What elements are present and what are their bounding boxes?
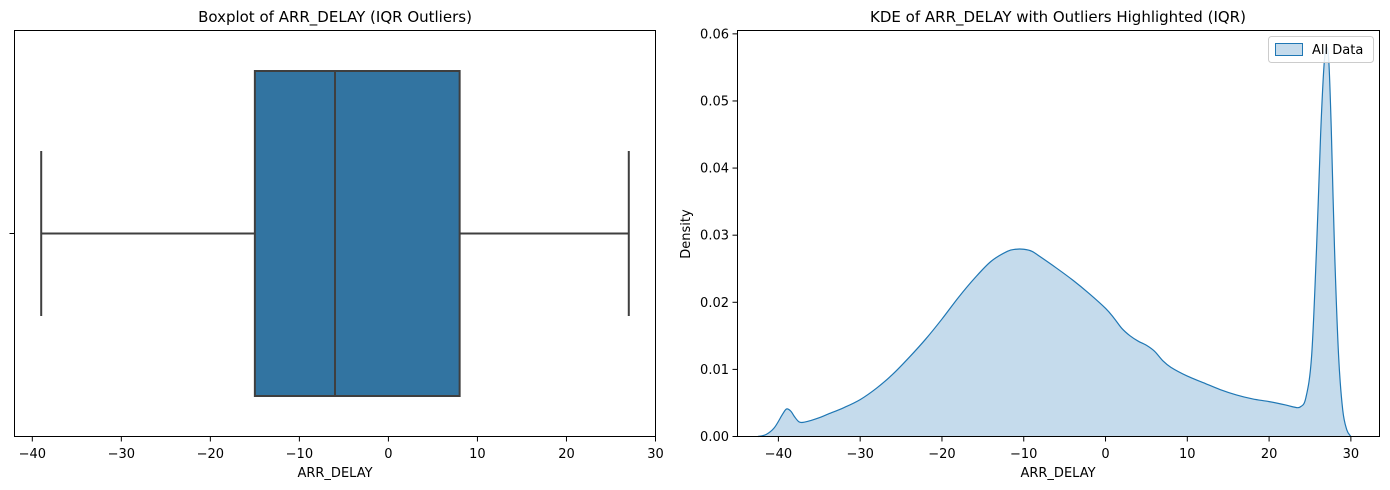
- kde-x-tick-label: −10: [1010, 447, 1037, 462]
- kde-marks: [757, 46, 1352, 438]
- kde-legend-label: All Data: [1312, 43, 1363, 58]
- boxplot-x-tick-label: 20: [558, 447, 575, 462]
- kde-y-tick-label: 0.03: [700, 229, 729, 244]
- boxplot-x-tick-label: 0: [384, 447, 392, 462]
- kde-y-ticks: 0.00 0.01 0.02 0.03 0.04 0.05 0.06: [700, 27, 738, 445]
- boxplot-marks: [40, 70, 630, 397]
- kde-x-tick-label: −40: [765, 447, 792, 462]
- kde-y-tick-label: 0.04: [700, 162, 729, 177]
- boxplot-title: Boxplot of ARR_DELAY (IQR Outliers): [198, 8, 472, 27]
- kde-y-tick-label: 0.02: [700, 296, 729, 311]
- boxplot-panel: Boxplot of ARR_DELAY (IQR Outliers) −40−…: [9, 8, 664, 481]
- kde-x-tick-label: 10: [1179, 447, 1196, 462]
- boxplot-x-tick-label: 30: [647, 447, 664, 462]
- kde-title: KDE of ARR_DELAY with Outliers Highlight…: [870, 8, 1246, 27]
- boxplot-box: [253, 70, 461, 397]
- kde-x-tick-label: 0: [1101, 447, 1109, 462]
- kde-panel: KDE of ARR_DELAY with Outliers Highlight…: [679, 8, 1380, 481]
- boxplot-x-tick-label: −20: [197, 447, 224, 462]
- kde-axes-frame: [737, 30, 1380, 437]
- kde-y-label: Density: [679, 209, 694, 259]
- kde-x-tick-label: −20: [928, 447, 955, 462]
- kde-y-tick-label: 0.05: [700, 94, 729, 109]
- kde-y-tick-label: 0.00: [700, 430, 729, 445]
- boxplot-x-ticks: −40 −30 −20 −10 0 10 20 30: [19, 436, 664, 462]
- boxplot-x-tick-label: −30: [108, 447, 135, 462]
- kde-x-ticks: −40 −30 −20 −10 0 10 20 30: [765, 436, 1360, 462]
- kde-x-label: ARR_DELAY: [1020, 466, 1095, 481]
- kde-area-fill: [757, 46, 1351, 437]
- boxplot-x-label: ARR_DELAY: [297, 466, 372, 481]
- kde-y-tick-label: 0.06: [700, 27, 729, 42]
- boxplot-x-tick-label: −10: [286, 447, 313, 462]
- boxplot-x-tick-label: 10: [469, 447, 486, 462]
- kde-legend: All Data: [1268, 36, 1374, 63]
- kde-y-tick-label: 0.01: [700, 363, 729, 378]
- kde-x-tick-label: 30: [1343, 447, 1360, 462]
- kde-legend-swatch: [1275, 43, 1303, 56]
- kde-x-tick-label: 20: [1261, 447, 1278, 462]
- kde-x-tick-label: −30: [846, 447, 873, 462]
- kde-line: [757, 46, 1352, 438]
- boxplot-x-tick-label: −40: [19, 447, 46, 462]
